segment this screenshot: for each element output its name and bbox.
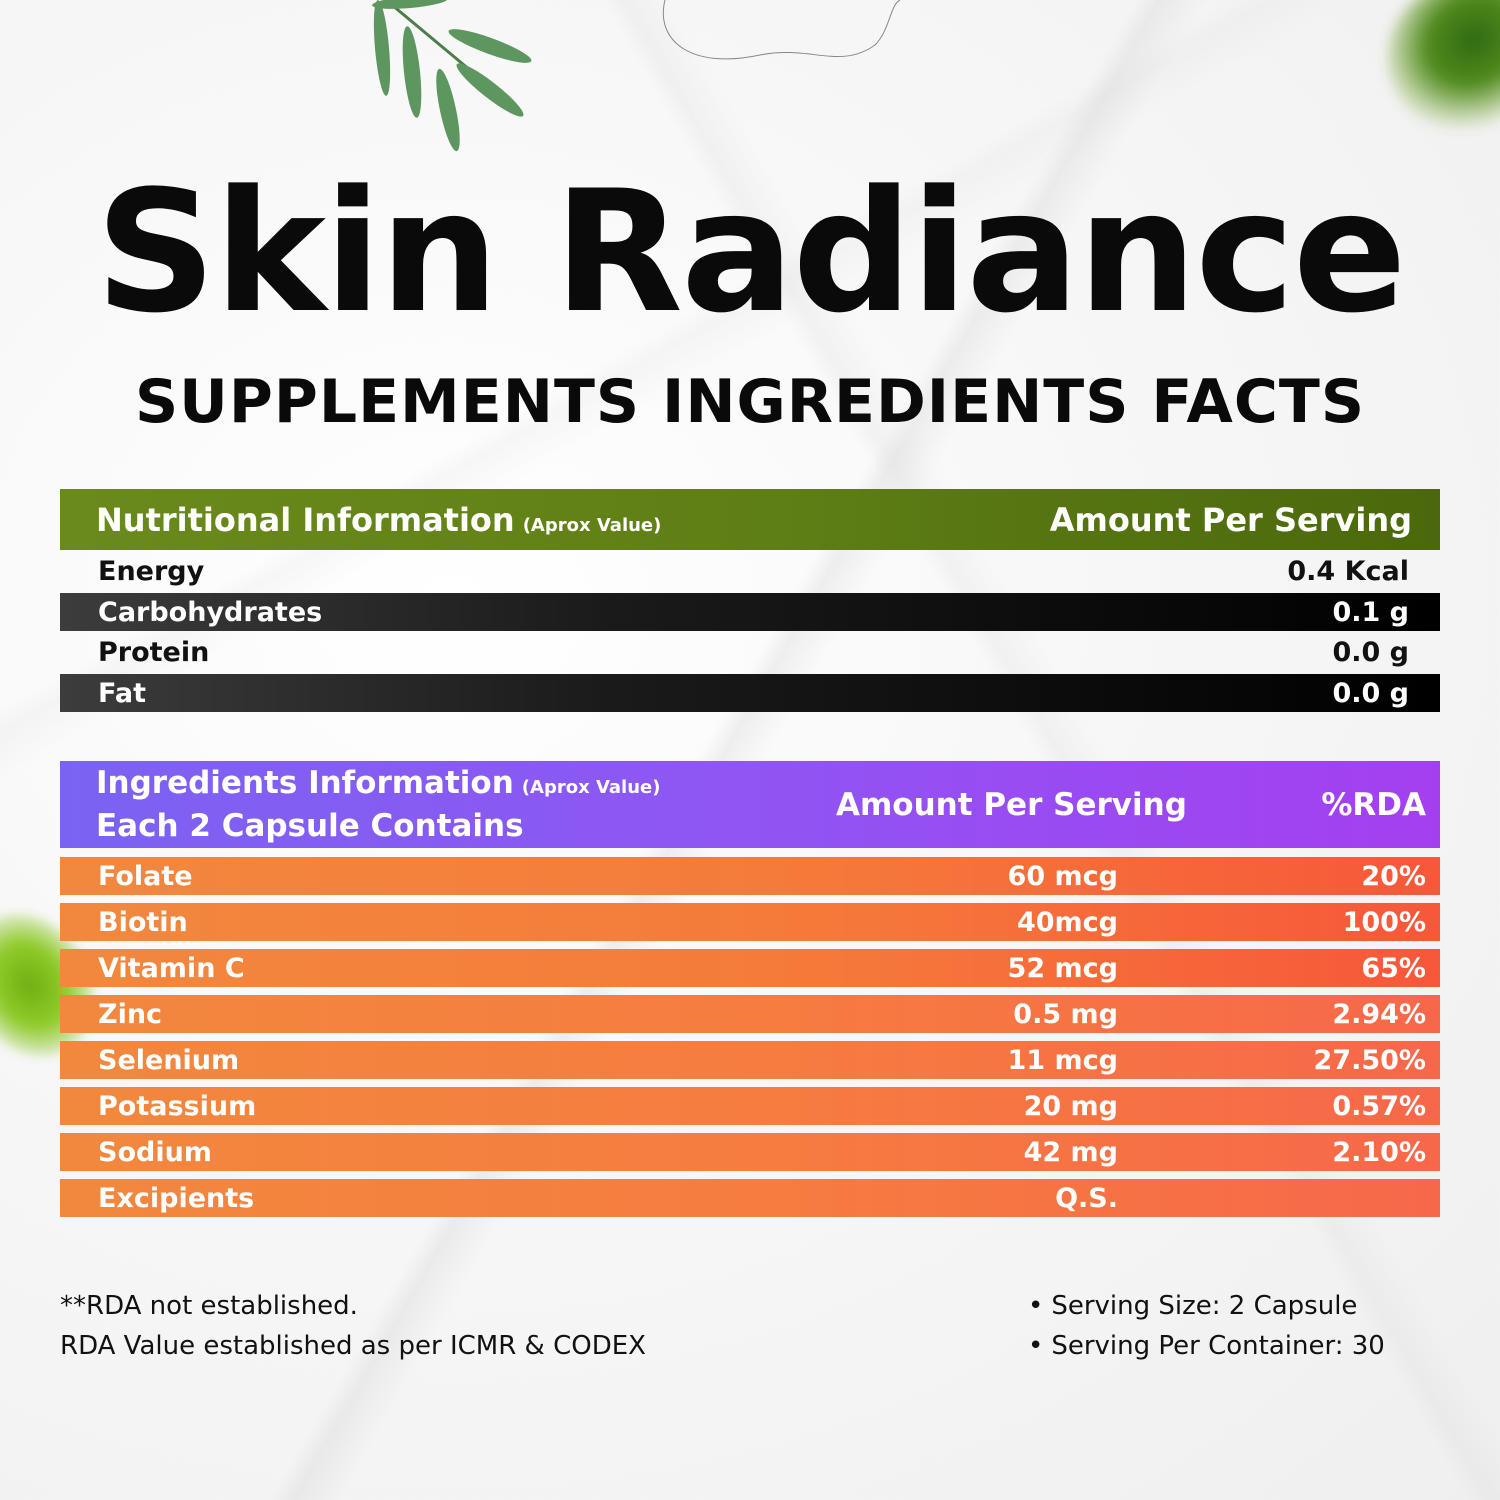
ingredient-row-sodium: Sodium 42 mg 2.10% [60,1133,1440,1171]
page-title: Skin Radiance [95,154,1406,350]
ingredient-row-excipients: Excipients Q.S. [60,1179,1440,1217]
serving-info: • Serving Size: 2 Capsule • Serving Per Co… [1028,1286,1385,1366]
ingredient-row-vitamin-c: Vitamin C 52 mcg 65% [60,949,1440,987]
ingredient-rda: 100% [1342,906,1426,938]
ingredient-amount: 11 mcg [1007,1044,1118,1076]
ingredients-header-line2: Each 2 Capsule Contains [96,807,524,844]
ingredient-row-folate: Folate 60 mcg 20% [60,857,1440,895]
rda-source-note: RDA Value established as per ICMR & CODE… [60,1331,646,1361]
ingredients-header-label: Ingredients Information [96,764,514,801]
nutrient-name: Fat [98,677,146,709]
nutrition-row-carbohydrates: Carbohydrates 0.1 g [60,593,1440,631]
decorative-outline-shape [662,0,901,60]
footer-notes: **RDA not established. RDA Value establi… [60,1286,646,1366]
nutrient-amount: 0.1 g [1332,596,1409,628]
leaf-branch-icon [372,0,532,152]
ingredient-rda: 27.50% [1313,1044,1426,1076]
nutrition-table: Nutritional Information (Aprox Value) Amo… [60,489,1440,712]
ingredient-amount: 0.5 mg [1013,998,1118,1030]
nutrient-amount: 0.0 g [1332,677,1409,709]
nutrition-row-fat: Fat 0.0 g [60,674,1440,712]
ingredient-rda: 20% [1361,860,1426,892]
nutrition-header-title: Nutritional Information (Aprox Value) [96,501,661,539]
ingredients-header: Ingredients Information (Aprox Value) Eac… [60,761,1440,848]
ingredient-amount: 52 mcg [1007,952,1118,984]
ingredient-rda: 2.10% [1332,1136,1426,1168]
nutrient-amount: 0.0 g [1332,637,1409,668]
ingredients-header-title: Ingredients Information (Aprox Value) Eac… [96,764,836,846]
ingredients-header-amount: Amount Per Serving [836,786,1187,823]
ingredient-rda: 65% [1361,952,1426,984]
ingredient-amount: 20 mg [1023,1090,1118,1122]
ingredients-rows: Folate 60 mcg 20% Biotin 40mcg 100% Vita… [60,857,1440,1217]
ingredient-amount: Q.S. [1055,1182,1118,1214]
nutrition-header-note: (Aprox Value) [522,514,662,536]
ingredients-header-rda: %RDA [1321,786,1426,823]
ingredient-name: Vitamin C [98,952,245,984]
ingredients-header-note: (Aprox Value) [521,776,661,798]
ingredient-rda: 0.57% [1332,1090,1426,1122]
nutrient-name: Protein [98,637,210,668]
nutrition-header-amount: Amount Per Serving [1049,500,1412,539]
nutrient-name: Carbohydrates [98,596,323,628]
bullet-icon: • [1028,1291,1044,1321]
bullet-icon: • [1028,1331,1044,1361]
nutrition-row-energy: Energy 0.4 Kcal [60,550,1440,593]
ingredients-table: Ingredients Information (Aprox Value) Eac… [60,761,1440,1225]
ingredient-amount: 60 mcg [1007,860,1118,892]
ingredient-name: Zinc [98,998,163,1030]
page-subtitle: SUPPLEMENTS INGREDIENTS FACTS [134,367,1366,437]
ingredient-rda: 2.94% [1332,998,1426,1030]
ingredient-name: Excipients [98,1182,255,1214]
ingredient-name: Sodium [98,1136,212,1168]
serving-size: • Serving Size: 2 Capsule [1028,1286,1385,1326]
serving-per-container-text: Serving Per Container: 30 [1051,1331,1385,1361]
nutrition-header-label: Nutritional Information [96,500,515,539]
serving-per-container: • Serving Per Container: 30 [1028,1326,1385,1366]
nutrient-name: Energy [98,556,205,587]
blurred-leaf-top-right [1356,0,1500,163]
ingredient-amount: 42 mg [1023,1136,1118,1168]
ingredient-name: Potassium [98,1090,257,1122]
ingredient-row-selenium: Selenium 11 mcg 27.50% [60,1041,1440,1079]
rda-not-established-note: **RDA not established. [60,1291,358,1321]
ingredient-name: Folate [98,860,193,892]
ingredient-row-biotin: Biotin 40mcg 100% [60,903,1440,941]
ingredient-name: Biotin [98,906,188,938]
nutrition-row-protein: Protein 0.0 g [60,631,1440,674]
nutrition-header: Nutritional Information (Aprox Value) Amo… [60,489,1440,550]
ingredient-amount: 40mcg [1016,906,1118,938]
serving-size-text: Serving Size: 2 Capsule [1051,1291,1358,1321]
ingredient-row-zinc: Zinc 0.5 mg 2.94% [60,995,1440,1033]
ingredient-name: Selenium [98,1044,240,1076]
ingredient-row-potassium: Potassium 20 mg 0.57% [60,1087,1440,1125]
nutrient-amount: 0.4 Kcal [1287,556,1409,587]
